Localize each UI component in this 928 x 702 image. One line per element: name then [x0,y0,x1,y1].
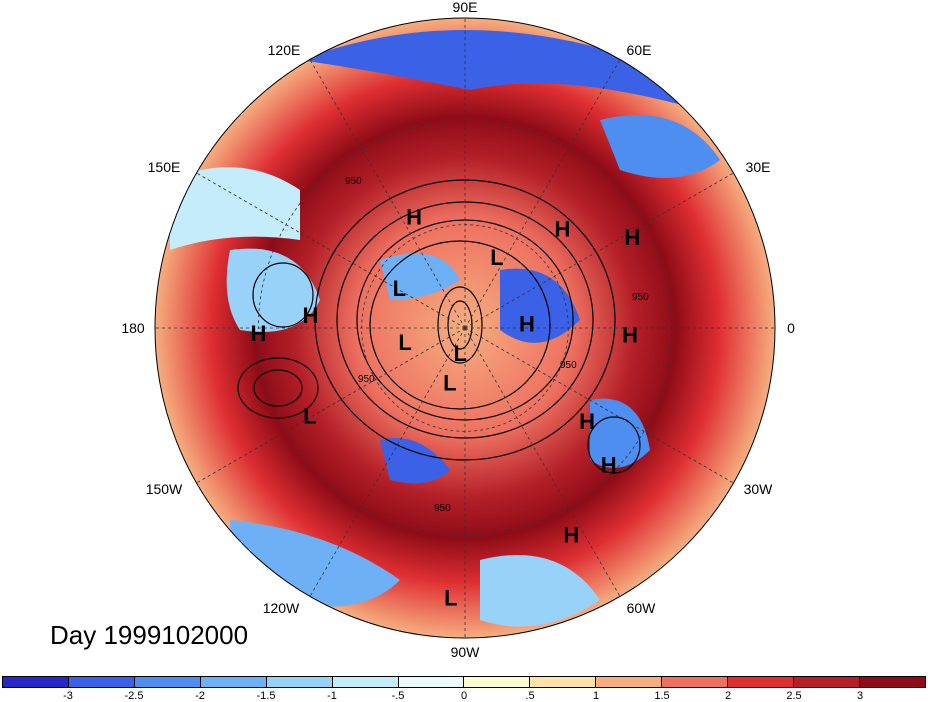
map-boundary [154,17,776,639]
day-title: Day 1999102000 [50,620,249,650]
colorbar [2,676,926,688]
blue-anomaly-northeast [600,115,720,178]
latitude-circle [257,120,673,536]
low-pressure-label: L [453,341,466,366]
colorbar-tick-label: 1 [592,690,600,702]
contour-label: 950 [358,374,375,385]
colorbar-segment [728,677,795,687]
lon-label-30e: 30E [746,159,771,175]
high-pressure-label: H [579,409,595,434]
low-pressure-label: L [303,403,316,428]
low-pressure-label: L [444,586,457,611]
colorbar-tick-label: -1.5 [256,690,276,702]
meridian-line [464,327,734,484]
colorbar-segment [596,677,663,687]
high-pressure-label: H [563,523,579,548]
colorbar-segment [134,677,201,687]
lon-label-30w: 30W [744,481,774,497]
colorbar-tick-label: -2.5 [124,690,144,702]
colorbar-segment [68,677,135,687]
colorbar-tick-label: 2 [724,690,732,702]
colorbar-tick-label: 2.5 [786,690,802,702]
colorbar-tick-label: .5 [525,690,535,702]
lon-label-60w: 60W [627,600,657,616]
low-pressure-label: L [398,330,411,355]
lon-label-60e: 60E [627,42,652,58]
low-pressure-label: L [443,370,456,395]
lon-label-180: 180 [121,320,145,336]
colorbar-segment [859,677,925,687]
blue-anomaly-southeast [590,398,650,468]
high-pressure-label: H [622,323,638,348]
high-pressure-label: H [519,312,535,337]
colorbar-segment [332,677,399,687]
lon-label-150e: 150E [148,159,181,175]
colorbar-tick-label: 0 [460,690,468,702]
high-pressure-label: H [624,225,640,250]
low-pressure-label: L [393,276,406,301]
lon-label-120w: 120W [263,600,300,616]
contour-label: 950 [560,360,577,371]
colorbar-segment [794,677,860,687]
colorbar-segment [398,677,465,687]
colorbar-segment [662,677,729,687]
graticule [155,18,775,638]
lon-label-0: 0 [787,320,795,336]
high-pressure-label: H [406,205,422,230]
colorbar-tick-label: -1 [327,690,337,702]
contour-label: 950 [434,503,451,514]
colorbar-segment [200,677,267,687]
lon-label-90w: 90W [451,644,481,660]
high-pressure-label: H [251,321,267,346]
low-pressure-label: L [490,245,503,270]
longitude-labels: 90E 60E 30E 0 30W 60W 90W 120W 150W 180 … [121,0,795,660]
high-pressure-label: H [302,303,318,328]
colorbar-tick-label: 1.5 [654,690,670,702]
light-anomaly-nw [170,167,300,250]
colorbar-ticks: -3 -2.5 -2 -1.5 -1 -.5 0 .5 1 1.5 2 2.5 3 [2,690,926,702]
blue-anomaly-south-bottom [480,555,600,627]
meridian-line [196,327,466,484]
contour-label: 950 [345,176,362,187]
latitude-circle [361,224,569,432]
colorbar-segment [464,677,531,687]
meridian-line [309,59,466,329]
lon-label-120e: 120E [268,42,301,58]
colorbar-tick-label: -3 [63,690,73,702]
colorbar-tick-label: -.5 [391,690,405,702]
colorbar-segment [530,677,597,687]
colorbar-segment [3,677,69,687]
meridian-line [464,327,621,597]
lon-label-90e: 90E [453,0,478,15]
meridian-line [464,172,734,329]
high-pressure-label: H [554,216,570,241]
meridian-line [464,59,621,329]
high-pressure-label: H [601,453,617,478]
meridian-line [309,327,466,597]
colorbar-tick-label: 3 [856,690,864,702]
blue-anomaly-south [380,438,450,484]
colorbar-segment [266,677,333,687]
meridian-line [196,172,466,329]
blue-anomaly-center-left [380,253,460,300]
colorbar-tick-label: -2 [195,690,205,702]
contour-labels: 950 950 950 950 950 [345,176,649,514]
blue-anomaly-west [226,248,320,332]
lon-label-150w: 150W [146,481,183,497]
blue-anomaly-north [300,30,700,110]
contour-label: 950 [632,292,649,303]
